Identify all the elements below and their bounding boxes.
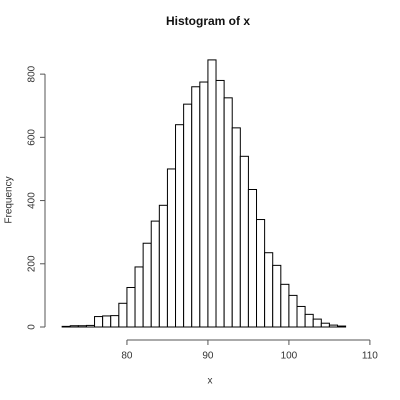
bar [337,325,347,328]
bar [328,324,339,328]
bar [175,124,185,328]
bar [110,315,120,328]
bar [183,103,193,328]
bar [166,168,177,328]
bar [320,322,330,328]
x-tick-label: 80 [121,351,133,362]
bar [77,325,87,328]
bar [231,127,241,328]
bar [215,79,225,328]
bar [94,316,104,328]
x-tick-label: 110 [362,351,378,362]
bar [126,286,136,328]
bar [150,220,160,328]
bar [199,81,209,328]
bar [85,324,96,328]
bar [296,305,306,328]
bar [134,266,144,328]
bar [102,315,112,328]
bar [312,318,322,328]
bar [239,155,249,328]
bar [288,294,298,328]
y-axis-label: Frequency [4,176,15,223]
y-tick-label: 800 [27,65,38,82]
bar [280,283,290,328]
bar [191,86,201,328]
bar [142,242,152,328]
y-tick-label: 400 [27,192,38,209]
bar [118,302,128,328]
bar [61,325,71,328]
y-tick-label: 0 [27,324,38,330]
bar [69,325,79,328]
bar [207,59,217,328]
bar [247,189,258,328]
bar [264,252,274,328]
bar [272,264,282,328]
bar [304,313,314,328]
x-tick-label: 100 [281,351,298,362]
bar [158,204,168,328]
bar [256,219,266,328]
chart-title: Histogram of x [166,14,250,28]
y-tick-label: 200 [27,255,38,272]
bar [223,97,233,328]
x-tick-label: 90 [202,351,214,362]
y-tick-label: 600 [27,129,38,146]
x-axis-label: x [208,376,213,387]
